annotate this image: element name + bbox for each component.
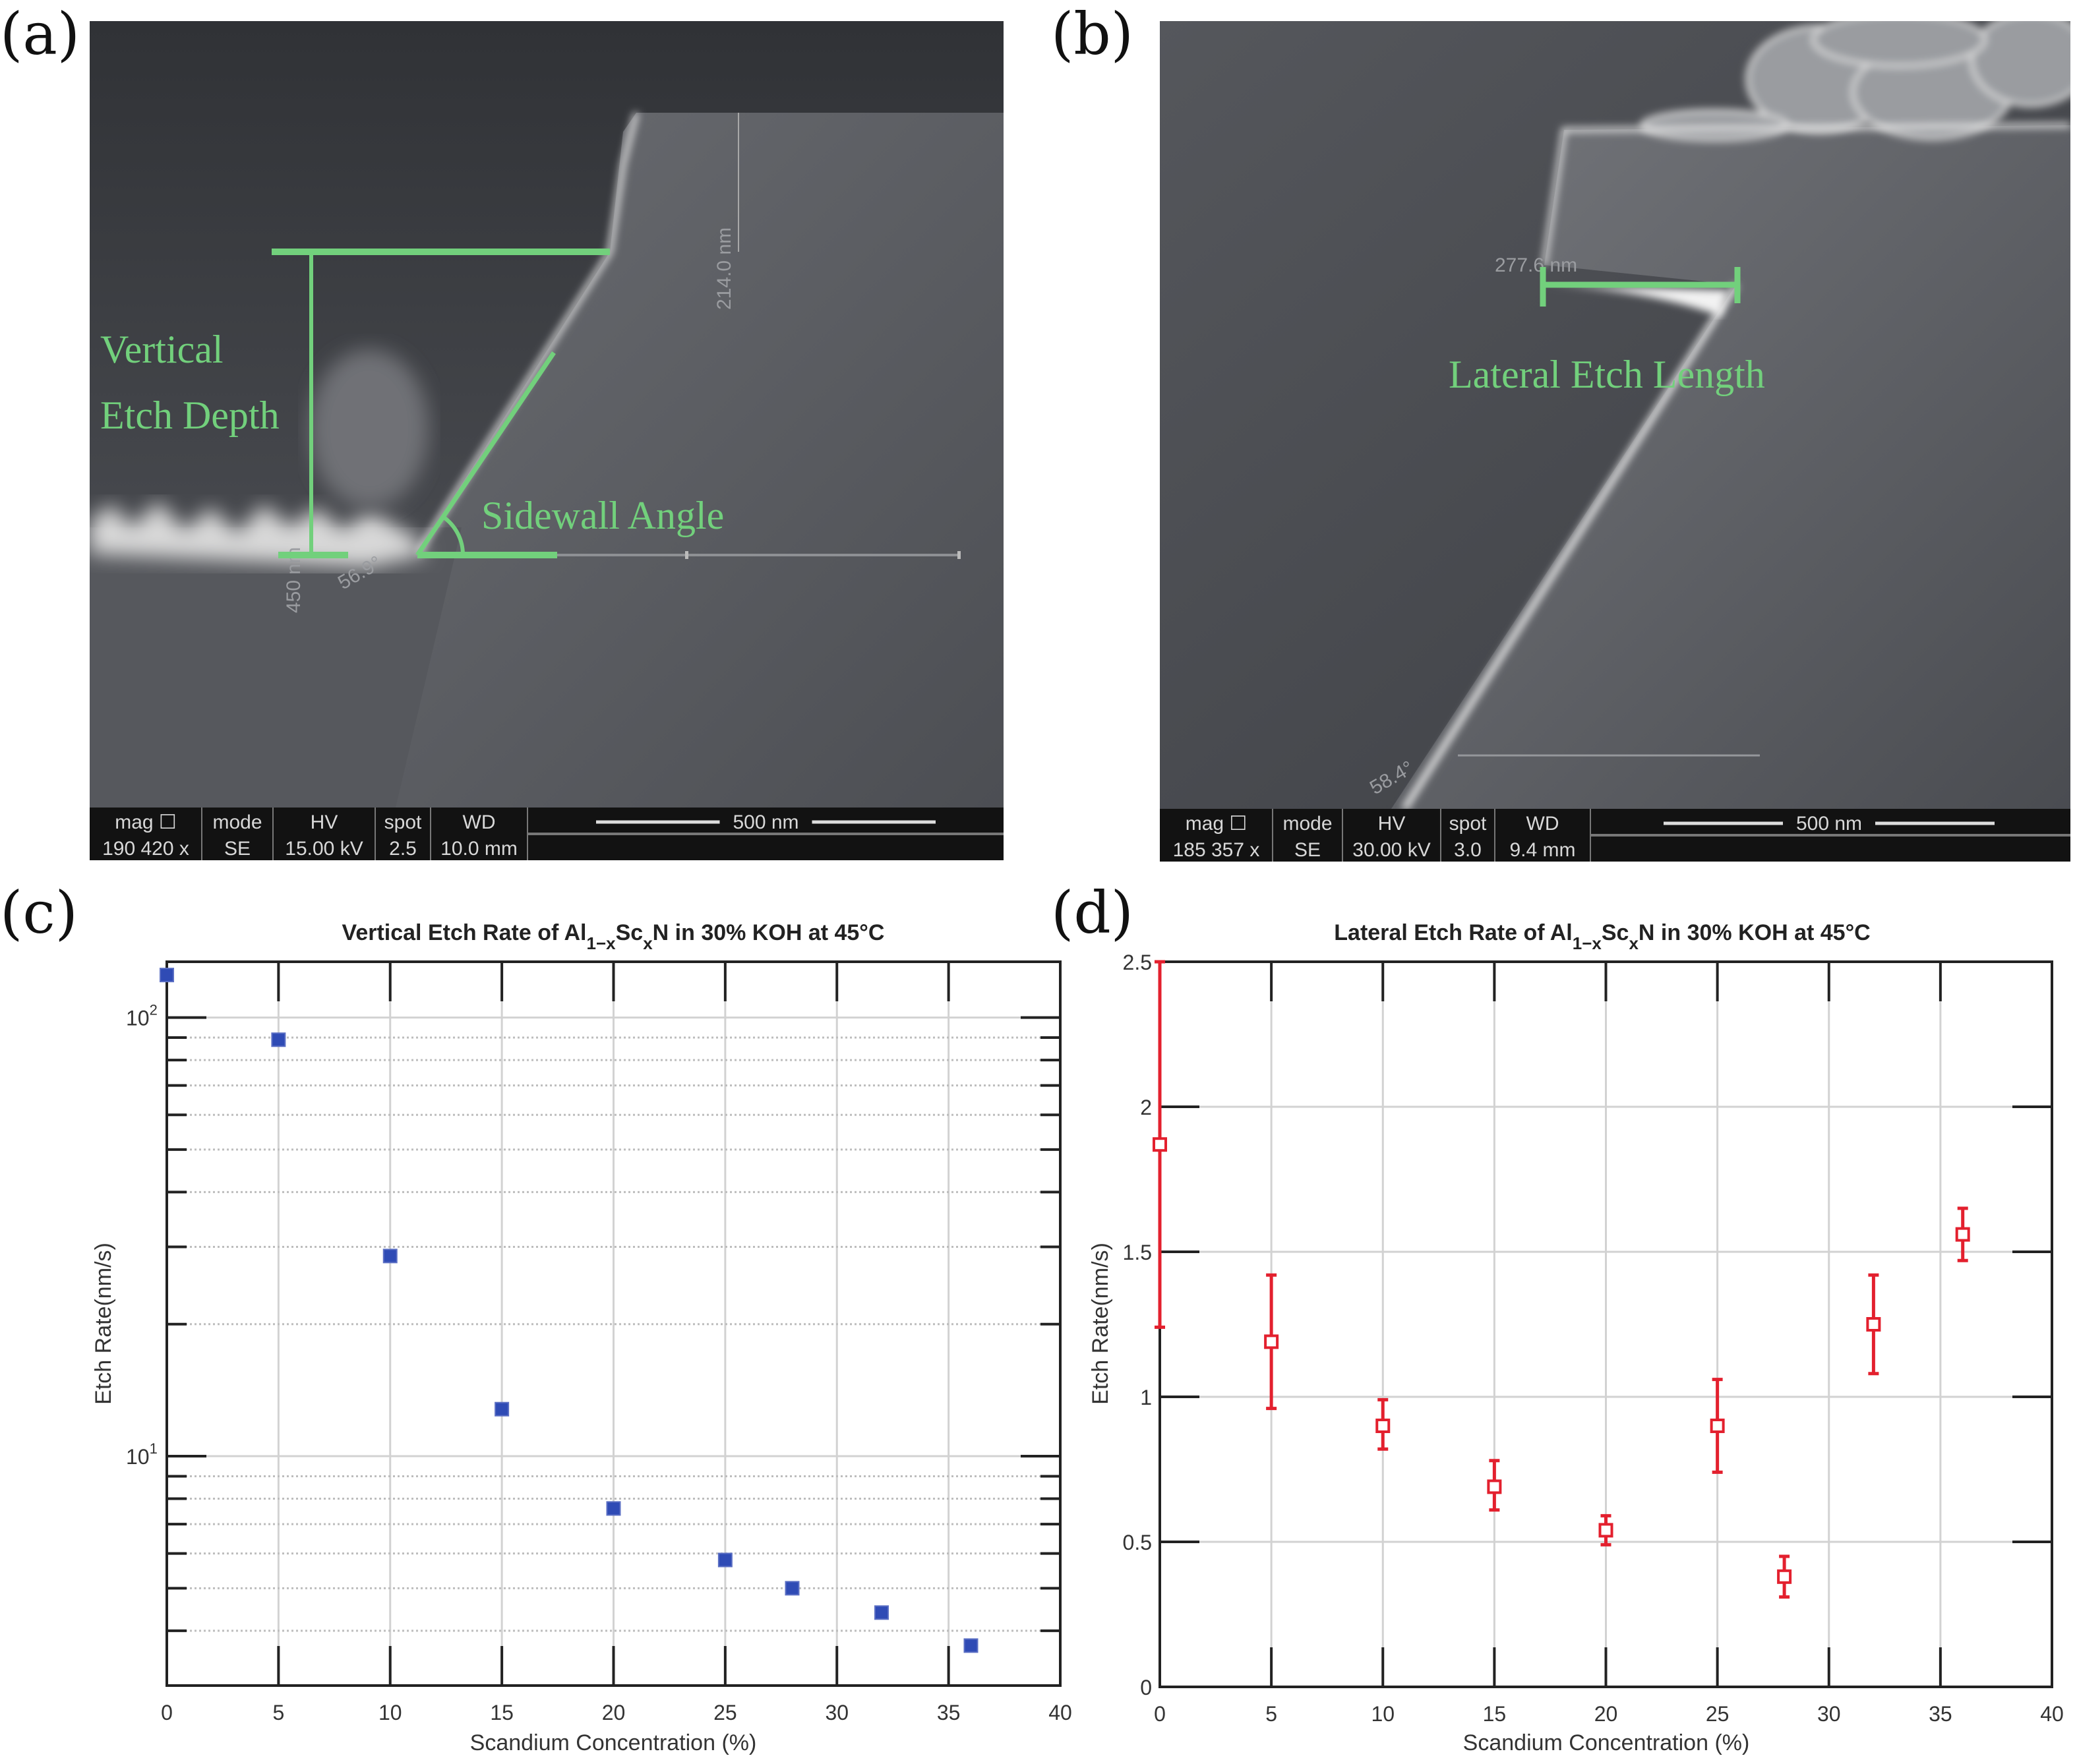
sem-info-bar-a: mag ☐ 190 420 x mode SE HV 15.00 kV spot 2.5 WD 1… <box>90 808 1004 860</box>
x-tick-label: 35 <box>1929 1702 1952 1726</box>
data-point <box>1778 1571 1790 1583</box>
info-value: 185 357 x <box>1173 839 1260 861</box>
label-lateral-etch-length: Lateral Etch Length <box>1449 353 1765 396</box>
panel-label-a: (a) <box>0 0 80 68</box>
x-axis-label: Scandium Concentration (%) <box>470 1730 757 1755</box>
x-tick-label: 0 <box>161 1701 173 1724</box>
info-value: 190 420 x <box>102 838 189 860</box>
x-tick-label: 40 <box>1048 1701 1072 1724</box>
data-point <box>1377 1420 1389 1432</box>
lateral-etch-rate-chart: Lateral Etch Rate of Al1−xScxN in 30% KO… <box>1088 920 2064 1755</box>
panel-label-b: (b) <box>1051 0 1133 68</box>
x-tick-label: 10 <box>378 1701 402 1724</box>
y-tick-base: 10 <box>126 1007 150 1030</box>
info-value: SE <box>1294 839 1321 861</box>
data-point <box>1712 1420 1724 1432</box>
x-tick-label: 20 <box>602 1701 626 1724</box>
x-tick-label: 25 <box>1706 1702 1730 1726</box>
info-header: spot <box>1449 813 1487 835</box>
label-vertical: Vertical <box>100 328 224 371</box>
x-axis-label: Scandium Concentration (%) <box>1463 1730 1750 1755</box>
data-point <box>1265 1336 1277 1347</box>
info-header: HV <box>311 811 338 833</box>
x-tick-label: 15 <box>490 1701 514 1724</box>
chart-title: Lateral Etch Rate of Al1−xScxN in 30% KO… <box>1334 920 1870 953</box>
y-tick-label: 1.5 <box>1123 1241 1152 1264</box>
info-value: 30.00 kV <box>1352 839 1430 861</box>
panel-b: (b) 277.6 nm 58.4° Lateral Etch Len <box>1051 0 2077 862</box>
y-tick-label: 101 <box>126 1440 158 1469</box>
data-point <box>875 1606 888 1619</box>
info-header: WD <box>1526 813 1559 835</box>
info-value: 10.0 mm <box>440 838 518 860</box>
measurement-height: 214.0 nm <box>713 227 735 310</box>
info-value: 9.4 mm <box>1509 839 1575 861</box>
sem-image-b: 277.6 nm 58.4° Lateral Etch Length <box>1160 13 2077 809</box>
y-tick-label: 1 <box>1140 1386 1152 1409</box>
info-header: mag ☐ <box>115 811 177 833</box>
y-tick-label: 0 <box>1140 1676 1152 1699</box>
y-tick-label: 2 <box>1140 1096 1152 1119</box>
x-tick-label: 15 <box>1483 1702 1507 1726</box>
info-header: mode <box>1282 813 1332 835</box>
data-point <box>786 1581 799 1595</box>
data-point <box>1957 1229 1969 1241</box>
x-tick-label: 25 <box>713 1701 737 1724</box>
scale-bar-label: 500 nm <box>733 811 798 833</box>
info-header: mode <box>212 811 262 833</box>
figure: (a) 214.0 nm 450 nm 56.9° <box>0 0 2077 1764</box>
scale-bar-label: 500 nm <box>1796 813 1862 835</box>
y-tick-label: 2.5 <box>1123 951 1152 974</box>
sem-image-a: 214.0 nm 450 nm 56.9° Vertical Etch Dept… <box>90 21 1004 808</box>
data-point <box>272 1033 285 1046</box>
info-header: WD <box>463 811 496 833</box>
x-tick-label: 40 <box>2040 1702 2064 1726</box>
label-sidewall-angle: Sidewall Angle <box>481 494 724 537</box>
info-value: SE <box>224 838 251 860</box>
x-tick-label: 30 <box>1817 1702 1841 1726</box>
y-tick-label: 0.5 <box>1123 1531 1152 1554</box>
x-tick-label: 30 <box>825 1701 849 1724</box>
x-tick-label: 5 <box>1265 1702 1277 1726</box>
y-tick-exponent: 1 <box>150 1440 158 1457</box>
info-value: 15.00 kV <box>285 838 363 860</box>
data-point <box>1867 1318 1879 1330</box>
sem-info-bar-b: mag ☐ 185 357 x mode SE HV 30.00 kV spot 3.0 WD 9… <box>1160 809 2070 862</box>
panel-label-d: (d) <box>1051 879 1133 947</box>
measurement-length: 277.6 nm <box>1495 254 1577 276</box>
y-tick-label: 102 <box>126 1002 158 1030</box>
info-header: spot <box>384 811 422 833</box>
panel-a: (a) 214.0 nm 450 nm 56.9° <box>0 0 1004 860</box>
data-point <box>965 1639 978 1652</box>
info-header: HV <box>1378 813 1406 835</box>
info-value: 3.0 <box>1454 839 1482 861</box>
info-value: 2.5 <box>389 838 417 860</box>
x-tick-label: 35 <box>937 1701 961 1724</box>
panel-label-c: (c) <box>0 879 78 947</box>
info-header: mag ☐ <box>1186 813 1248 835</box>
label-etch-depth: Etch Depth <box>100 394 280 437</box>
y-axis-label: Etch Rate(nm/s) <box>91 1243 116 1405</box>
vertical-etch-rate-chart: Vertical Etch Rate of Al1−xScxN in 30% K… <box>91 920 1072 1755</box>
x-tick-label: 0 <box>1154 1702 1166 1726</box>
data-point <box>607 1502 620 1515</box>
data-point <box>495 1403 508 1416</box>
x-tick-label: 5 <box>272 1701 284 1724</box>
y-tick-exponent: 2 <box>150 1002 158 1018</box>
x-tick-label: 10 <box>1371 1702 1395 1726</box>
data-point <box>160 968 173 982</box>
y-axis-label: Etch Rate(nm/s) <box>1088 1243 1113 1405</box>
x-tick-label: 20 <box>1594 1702 1618 1726</box>
data-point <box>1154 1138 1166 1150</box>
data-point <box>1488 1481 1500 1492</box>
data-point <box>719 1553 732 1566</box>
chart-title: Vertical Etch Rate of Al1−xScxN in 30% K… <box>342 920 885 953</box>
data-point <box>1600 1524 1612 1536</box>
y-tick-base: 10 <box>126 1445 150 1469</box>
data-point <box>384 1249 397 1262</box>
